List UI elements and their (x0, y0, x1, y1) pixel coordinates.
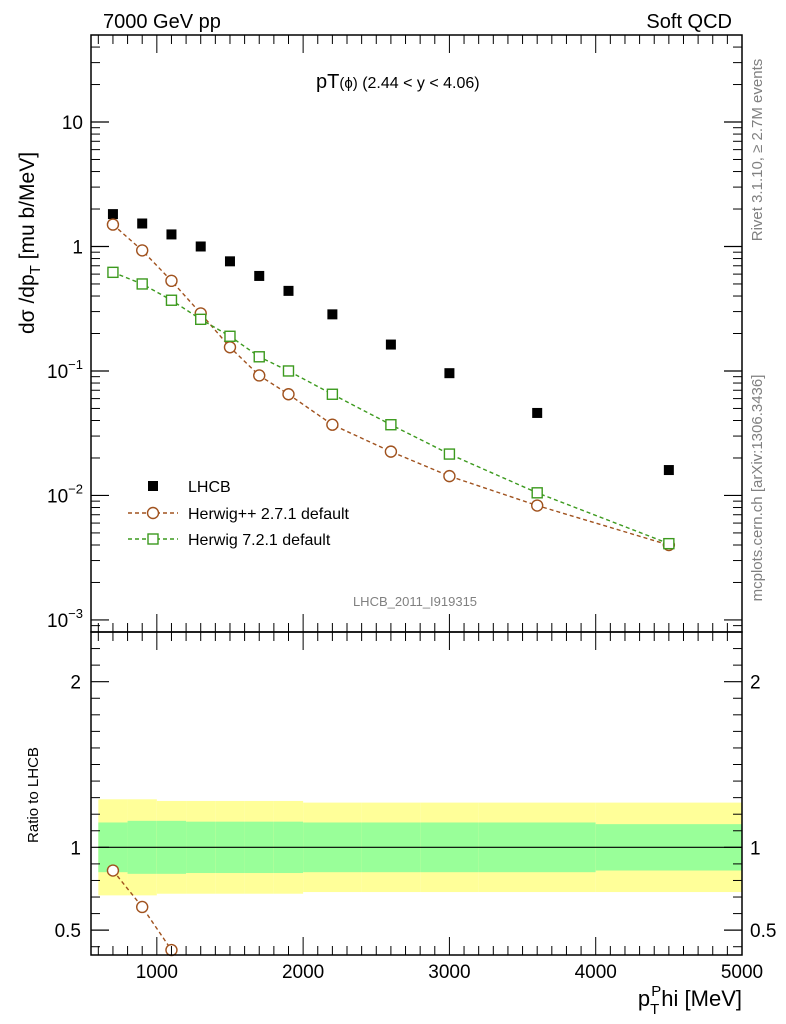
data-point (326, 418, 339, 431)
uncertainty-band (98, 799, 742, 896)
legend-label: Herwig 7.2.1 default (188, 532, 331, 549)
data-point (107, 266, 119, 279)
y-tick-label: 10−1 (47, 357, 83, 383)
x-tick-label: 5000 (721, 962, 763, 983)
header-category-label: Soft QCD (646, 11, 732, 33)
data-point (443, 448, 456, 460)
legend-label: Herwig++ 2.7.1 default (188, 506, 350, 523)
x-axis-label: pTPhi [MeV] (638, 983, 742, 1018)
data-point (282, 365, 295, 377)
legend-entry-herwig7: Herwig 7.2.1 default (128, 532, 331, 549)
data-point (385, 339, 396, 350)
y-tick-label: 1 (72, 237, 83, 258)
legend-marker-open-circle (146, 506, 160, 520)
data-point (283, 285, 294, 296)
x-tick-label: 3000 (428, 962, 470, 983)
ratio-plot-frame (90, 631, 743, 956)
data-point (384, 445, 398, 458)
data-point (136, 244, 149, 257)
data-point (136, 278, 148, 290)
series-herwig-2-7-1-default (106, 218, 676, 552)
data-point (223, 341, 237, 354)
main-y-axis-label: dσ /dpT [mu b/MeV] (16, 152, 44, 334)
data-point (224, 330, 236, 342)
ratio-y-tick-label-right: 0.5 (750, 921, 776, 942)
series-herwig-7-2-1-default (107, 266, 675, 550)
legend: LHCB Herwig++ 2.7.1 default Herwig 7.2.1… (128, 479, 350, 549)
data-point (136, 900, 149, 914)
data-point (326, 388, 339, 400)
data-point (253, 369, 266, 382)
x-tick-label: 1000 (136, 962, 178, 983)
legend-entry-lhcb: LHCB (148, 479, 231, 496)
data-point (327, 309, 338, 320)
data-point (253, 351, 265, 363)
main-plot-panel: 10−3 10−2 10−1 1 10 (47, 34, 743, 633)
header-energy-label: 7000 GeV pp (103, 11, 221, 33)
data-point (443, 469, 456, 483)
mcplots-source-label: mcplots.cern.ch [arXiv:1306.3436] (749, 375, 766, 602)
data-point (385, 419, 397, 431)
rivet-version-label: Rivet 3.1.10, ≥ 2.7M events (749, 59, 766, 242)
ratio-plot-panel: 0.5 0.5 1 1 2 2 1000 2000 3000 4000 5000 (55, 632, 776, 983)
data-point (531, 487, 543, 499)
data-point (106, 218, 120, 231)
data-point (224, 256, 235, 267)
y-tick-label: 10−2 (47, 481, 83, 507)
y-tick-label: 10 (62, 113, 83, 134)
data-point (663, 465, 674, 476)
legend-marker-filled-square (148, 481, 158, 491)
data-point (137, 218, 148, 229)
data-point (166, 229, 177, 240)
main-plot-title: pT(ϕ) (2.44 < y < 4.06) (316, 71, 480, 93)
series-line (112, 870, 173, 951)
data-point (195, 313, 207, 326)
series-line (112, 224, 670, 546)
data-point (532, 407, 543, 418)
y-tick-label: 10−3 (47, 606, 83, 632)
data-point (106, 864, 120, 877)
data-point (195, 241, 206, 252)
analysis-watermark: LHCB_2011_I919315 (353, 594, 477, 609)
x-tick-label: 2000 (282, 962, 324, 983)
ratio-y-tick-label: 1 (70, 838, 81, 859)
legend-entry-herwigpp: Herwig++ 2.7.1 default (128, 506, 350, 523)
data-point (165, 294, 178, 306)
data-point (254, 270, 265, 281)
data-point (282, 388, 295, 401)
data-point (444, 368, 455, 379)
data-point (530, 499, 544, 512)
ratio-y-tick-label: 0.5 (55, 921, 81, 942)
legend-marker-open-square (147, 533, 159, 545)
ratio-y-tick-label: 2 (70, 673, 81, 694)
ratio-y-axis-label: Ratio to LHCB (25, 747, 42, 843)
data-point (165, 274, 178, 288)
legend-label: LHCB (188, 479, 231, 496)
data-point (107, 209, 118, 220)
data-point (663, 537, 675, 550)
ratio-y-tick-label-right: 2 (750, 673, 761, 694)
x-tick-label: 4000 (575, 962, 617, 983)
series-lhcb (107, 209, 674, 476)
ratio-y-tick-label-right: 1 (750, 838, 761, 859)
